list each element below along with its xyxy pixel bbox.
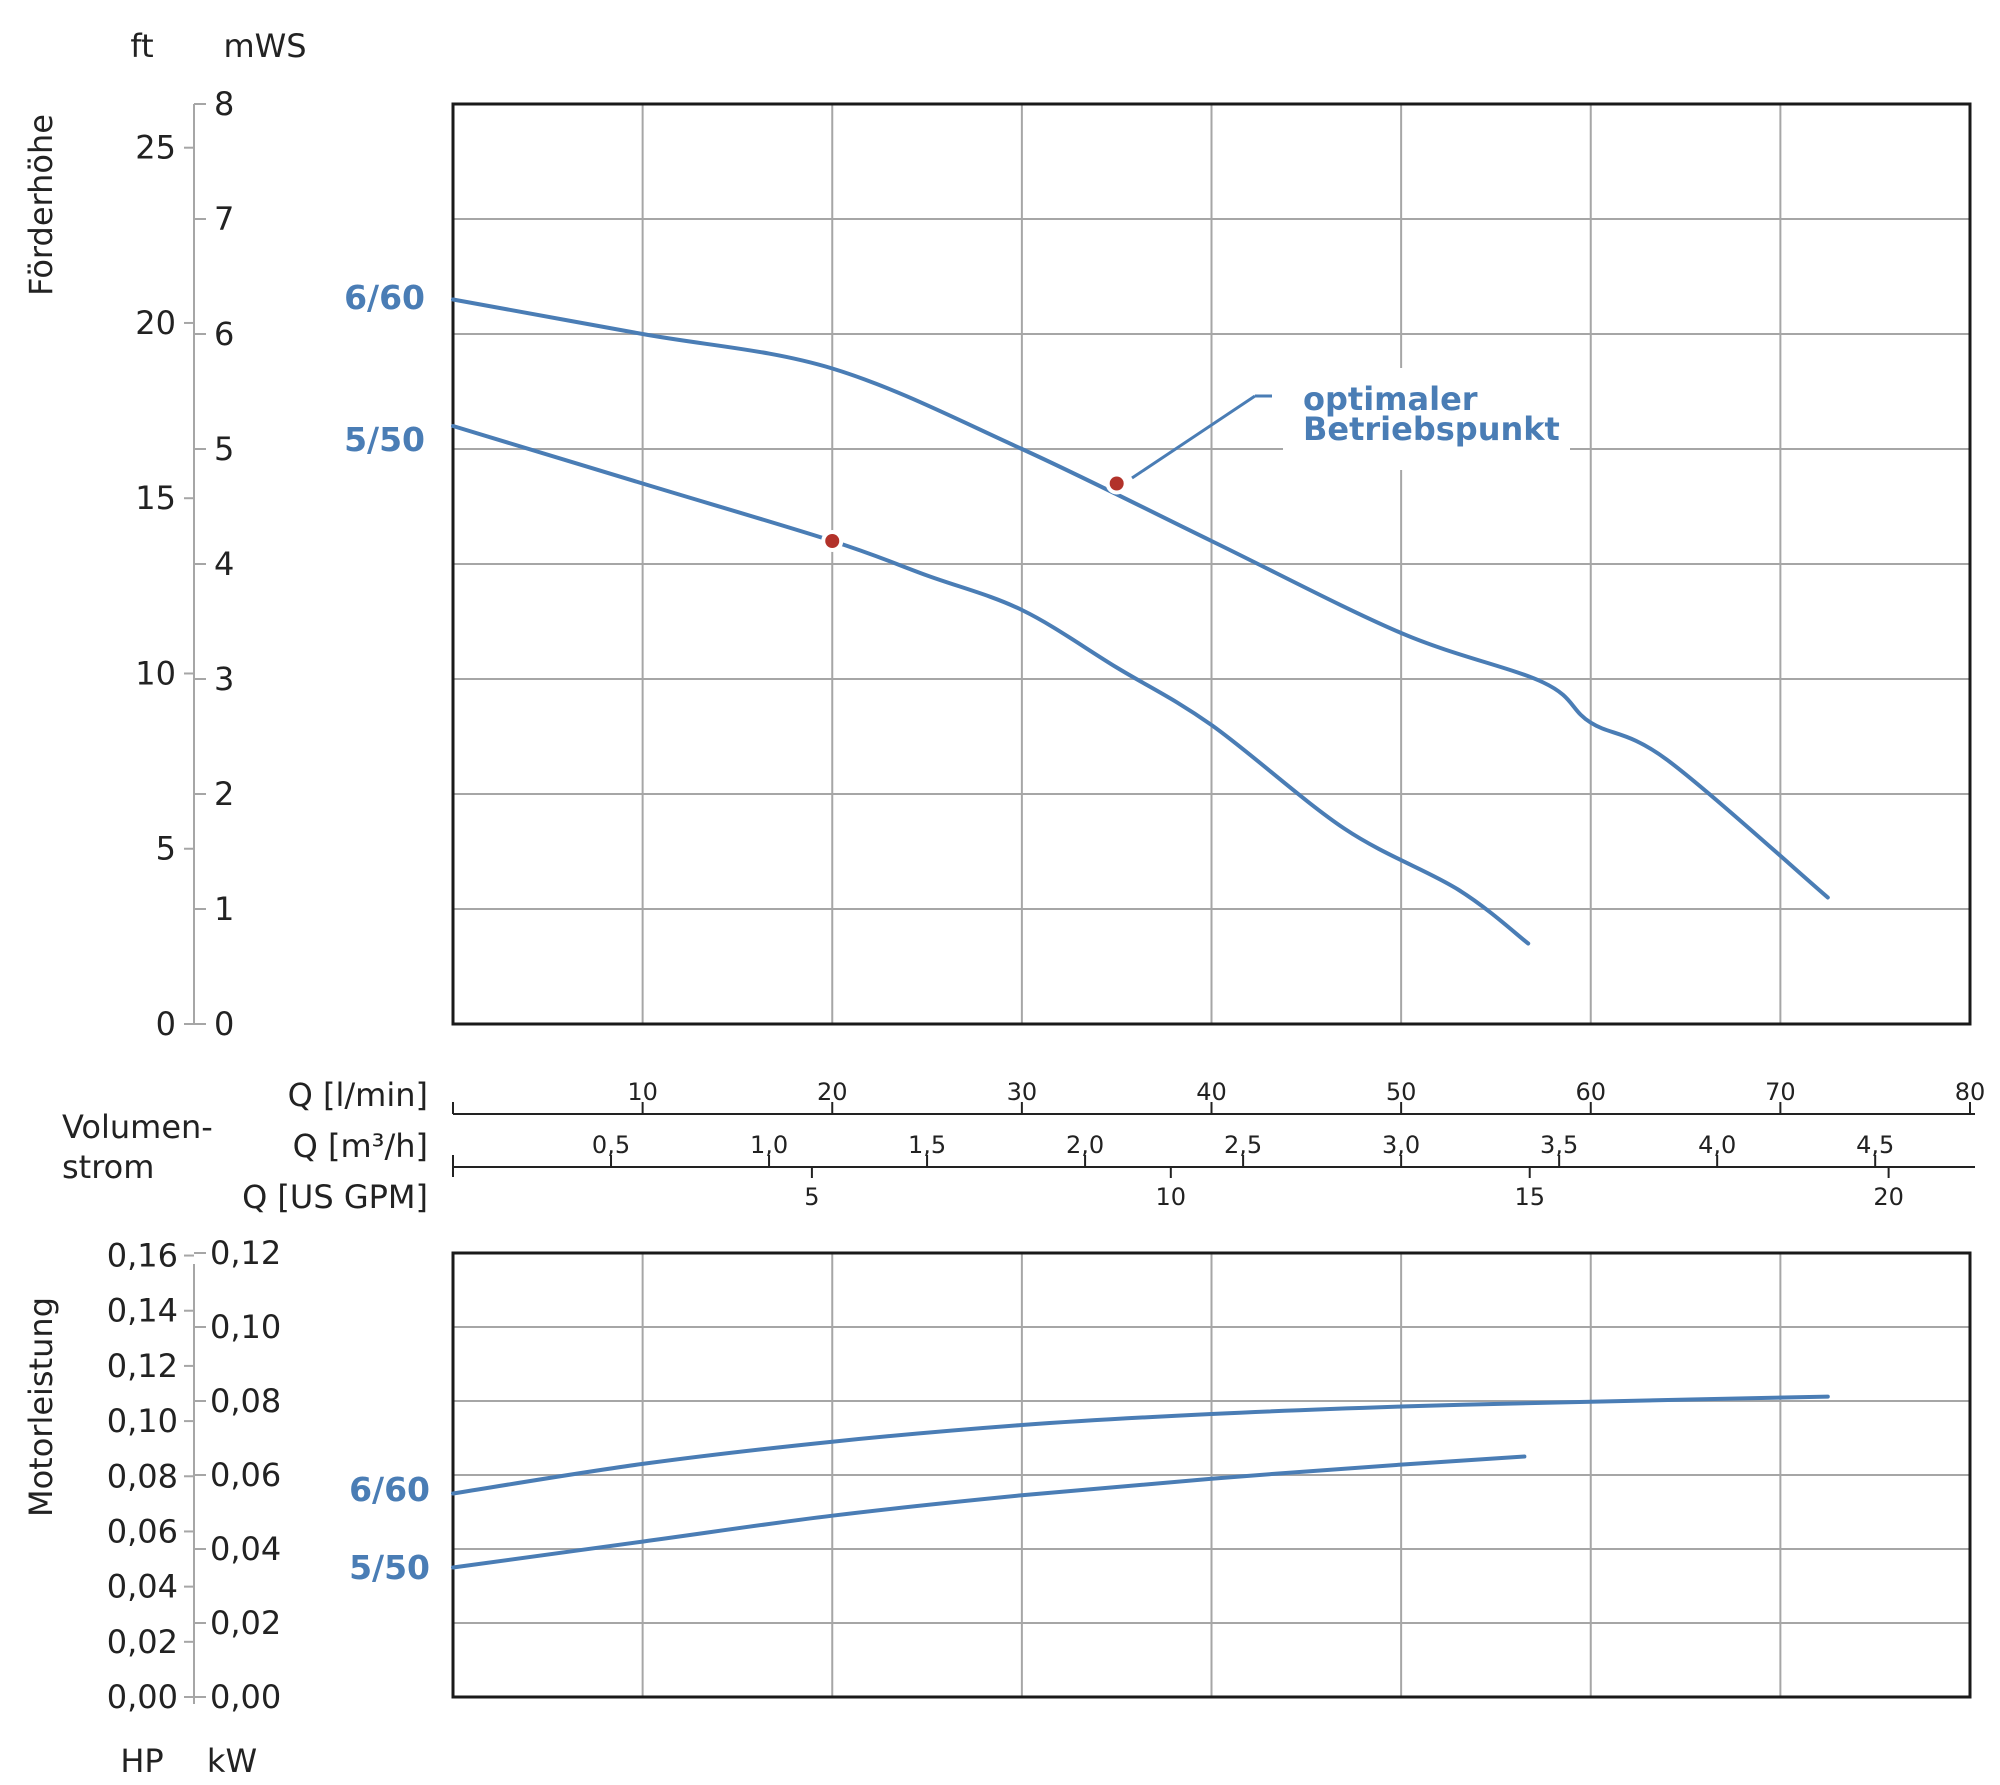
m3h-tick-label: 1,0 [750, 1131, 788, 1159]
operating-point-6-60 [1109, 476, 1124, 491]
head-unit-mws: mWS [223, 27, 306, 65]
mws-tick-label: 5 [214, 430, 234, 468]
mws-tick-label: 0 [214, 1005, 234, 1043]
mws-tick-label: 4 [214, 545, 234, 583]
hp-tick-label: 0,12 [107, 1347, 178, 1385]
ft-tick-label: 5 [156, 830, 176, 868]
gpm-tick-label: 5 [804, 1183, 819, 1211]
hp-tick-label: 0,10 [107, 1402, 178, 1440]
ft-tick-label: 20 [135, 304, 176, 342]
lmin-tick-label: 40 [1196, 1078, 1227, 1106]
volume-label-line1: Volumen- [62, 1108, 213, 1146]
m3h-tick-label: 0,5 [592, 1131, 630, 1159]
head-curve-5-50 [451, 424, 1531, 946]
mws-tick-label: 3 [214, 660, 234, 698]
power-unit-hp: HP [120, 1742, 163, 1780]
m3h-axis-label: Q [m³/h] [293, 1127, 428, 1165]
gpm-axis-label: Q [US GPM] [242, 1178, 428, 1216]
kw-tick-label: 0,00 [210, 1678, 281, 1716]
m3h-tick-label: 4,5 [1856, 1131, 1894, 1159]
gpm-tick-label: 20 [1873, 1183, 1904, 1211]
mws-tick-label: 2 [214, 775, 234, 813]
m3h-tick-label: 2,0 [1066, 1131, 1104, 1159]
mws-tick-label: 7 [214, 200, 234, 238]
kw-tick-label: 0,02 [210, 1604, 281, 1642]
power-series [451, 1394, 1830, 1570]
m3h-tick-label: 3,5 [1540, 1131, 1578, 1159]
head-grid [453, 104, 1970, 1024]
hp-tick-label: 0,04 [107, 1568, 178, 1606]
annotation-background [1283, 368, 1570, 470]
operating-point-5-50 [825, 534, 840, 548]
head-axis-ticks: 0 1 2 3 4 5 6 7 8 0 5 10 15 20 25 [135, 85, 234, 1043]
kw-tick-label: 0,08 [210, 1382, 281, 1420]
head-plot-frame [451, 102, 1972, 1026]
hp-tick-label: 0,00 [107, 1678, 178, 1716]
hp-tick-label: 0,16 [107, 1237, 178, 1275]
mws-tick-label: 8 [214, 85, 234, 123]
power-curve-6-60 [451, 1394, 1830, 1496]
ft-tick-label: 25 [135, 129, 176, 167]
lmin-tick-label: 60 [1575, 1078, 1606, 1106]
kw-tick-label: 0,04 [210, 1530, 281, 1568]
ft-tick-label: 0 [156, 1005, 176, 1043]
mws-tick-label: 6 [214, 315, 234, 353]
lmin-tick-label: 70 [1765, 1078, 1796, 1106]
hp-tick-label: 0,08 [107, 1457, 178, 1495]
head-curve-6-60 [451, 297, 1830, 900]
hp-tick-label: 0,06 [107, 1512, 178, 1550]
annotation-line2: Betriebspunkt [1303, 410, 1560, 448]
annotation-leader [1131, 394, 1256, 480]
kw-tick-label: 0,10 [210, 1308, 281, 1346]
lmin-tick-label: 50 [1386, 1078, 1417, 1106]
head-unit-ft: ft [130, 27, 153, 65]
lmin-tick-label: 30 [1007, 1078, 1038, 1106]
gpm-tick-label: 10 [1156, 1183, 1187, 1211]
lmin-tick-label: 80 [1955, 1078, 1986, 1106]
power-ylabel: Motorleistung [22, 1297, 60, 1517]
mws-tick-label: 1 [214, 890, 234, 928]
power-series-label-5-50: 5/50 [349, 1548, 430, 1587]
head-series-label-5-50: 5/50 [344, 420, 425, 459]
hp-tick-label: 0,14 [107, 1292, 178, 1330]
power-axis-ticks: 0,00 0,02 0,04 0,06 0,08 0,10 0,12 0,00 0,02 0,04… [107, 1234, 282, 1716]
ft-tick-label: 15 [135, 479, 176, 517]
lmin-axis-label: Q [l/min] [288, 1076, 428, 1114]
gpm-tick-label: 15 [1514, 1183, 1545, 1211]
hp-tick-label: 0,02 [107, 1623, 178, 1661]
ft-tick-label: 10 [135, 654, 176, 692]
head-ylabel: Förderhöhe [22, 114, 60, 296]
head-series [451, 297, 1830, 946]
m3h-tick-label: 4,0 [1698, 1131, 1736, 1159]
m3h-tick-label: 3,0 [1382, 1131, 1420, 1159]
power-curve-5-50 [451, 1454, 1527, 1570]
annotation-line1: optimaler [1303, 380, 1478, 418]
power-unit-kw: kW [207, 1742, 257, 1780]
lmin-tick-label: 10 [627, 1078, 658, 1106]
flow-axis-ticks: 10 20 30 40 50 60 70 80 0,5 1,0 1,5 2,0 2,5 3,0 3,5 4,0… [592, 1078, 1985, 1211]
power-series-label-6-60: 6/60 [349, 1470, 430, 1509]
kw-tick-label: 0,06 [210, 1456, 281, 1494]
power-grid [453, 1253, 1970, 1697]
power-plot-frame [451, 1251, 1972, 1699]
kw-tick-label: 0,12 [210, 1234, 281, 1272]
head-series-label-6-60: 6/60 [344, 278, 425, 317]
operating-points [821, 472, 1128, 552]
m3h-tick-label: 2,5 [1224, 1131, 1262, 1159]
m3h-tick-label: 1,5 [908, 1131, 946, 1159]
volume-label-line2: strom [62, 1148, 154, 1186]
lmin-tick-label: 20 [817, 1078, 848, 1106]
